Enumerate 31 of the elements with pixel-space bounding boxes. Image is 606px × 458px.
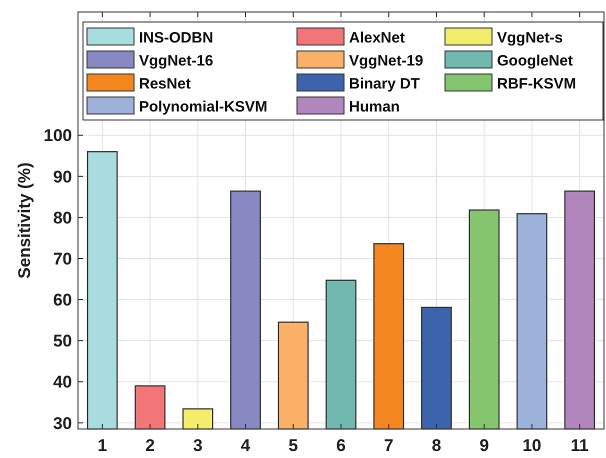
x-tick-label: 8 (432, 436, 442, 455)
y-tick-label: 50 (53, 332, 72, 351)
y-tick-label: 60 (53, 290, 72, 310)
x-tick-label: 1 (98, 436, 108, 455)
legend-label: AlexNet (349, 29, 405, 46)
legend-label: Polynomial-KSVM (139, 98, 268, 116)
y-tick-label: 70 (53, 249, 72, 268)
y-tick-label: 100 (44, 126, 72, 146)
x-tick-label: 9 (479, 436, 489, 455)
y-tick-label: 90 (53, 167, 72, 186)
x-tick-label: 6 (336, 436, 346, 455)
x-tick-label: 7 (384, 436, 394, 455)
x-tick-label: 5 (288, 436, 298, 455)
legend-label: Binary DT (349, 75, 420, 92)
legend-label: ResNet (139, 75, 191, 92)
legend-label: VggNet-16 (139, 52, 214, 70)
legend-label: RBF-KSVM (497, 75, 576, 92)
legend-label: VggNet-19 (349, 52, 424, 70)
y-tick-label: 40 (53, 372, 72, 392)
x-tick-label: 3 (193, 436, 203, 455)
x-tick-label: 10 (522, 436, 542, 455)
y-axis-title: Sensitivity (%) (15, 162, 34, 279)
y-tick-label: 30 (53, 414, 72, 433)
legend-label: INS-ODBN (139, 29, 214, 46)
x-tick-label: 4 (240, 436, 251, 455)
legend-label: GoogleNet (497, 52, 573, 70)
x-tick-label: 11 (570, 436, 589, 455)
x-tick-label: 2 (145, 436, 155, 455)
legend-label: VggNet-s (497, 29, 563, 46)
legend-label: Human (349, 98, 400, 116)
y-tick-label: 80 (53, 208, 72, 228)
